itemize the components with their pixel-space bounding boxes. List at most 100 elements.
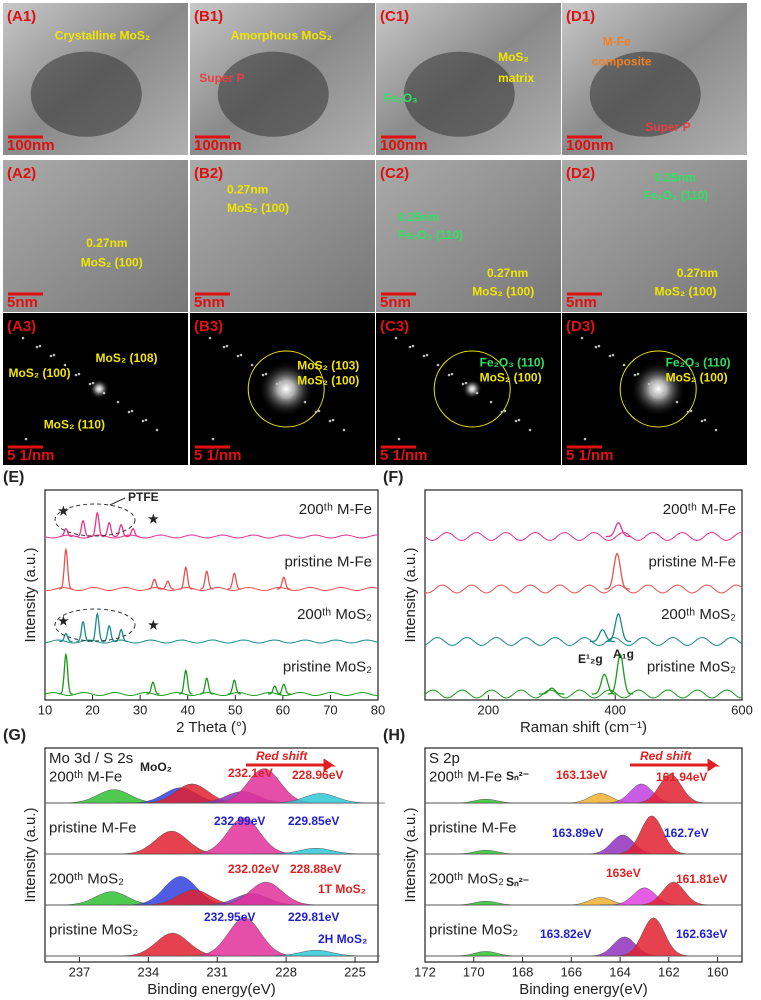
spot xyxy=(597,344,601,348)
spot xyxy=(397,437,401,441)
annotation: MoO₂ xyxy=(140,760,172,774)
peak xyxy=(256,793,385,804)
spot xyxy=(116,400,120,404)
x-tick-label: 200 xyxy=(478,702,500,717)
scale-label: 5 1/nm xyxy=(7,447,55,464)
panel-label: (E) xyxy=(3,469,24,486)
annotation: 0.27nm xyxy=(487,266,528,280)
annotation: Super P xyxy=(199,71,244,85)
annotation: matrix xyxy=(498,71,534,85)
spot xyxy=(88,382,92,386)
spot xyxy=(408,345,412,349)
panel-label: (G) xyxy=(3,727,26,744)
particle xyxy=(217,51,329,137)
particle xyxy=(589,51,701,137)
annotation: MoS₂ (100) xyxy=(81,256,143,270)
spot xyxy=(261,373,265,377)
peak xyxy=(251,950,381,957)
x-tick-label: 172 xyxy=(414,964,436,979)
peak xyxy=(147,578,162,590)
particle xyxy=(30,51,142,137)
annotation: 232.99eV xyxy=(214,814,265,828)
annotation: Amorphous MoS₂ xyxy=(231,29,332,43)
annotation: 163eV xyxy=(606,866,641,880)
micrograph xyxy=(376,160,561,312)
ring xyxy=(619,350,697,428)
annotation: 163.82eV xyxy=(540,927,591,941)
series-label: 200ᵗʰ M-Fe xyxy=(299,501,372,518)
spot xyxy=(489,400,493,404)
spot xyxy=(608,354,612,358)
peak xyxy=(161,580,175,590)
spot xyxy=(127,410,131,414)
panel-label: (D2) xyxy=(566,165,595,182)
peak xyxy=(102,521,116,538)
spot xyxy=(141,419,145,423)
x-tick-label: 10 xyxy=(38,702,52,717)
spot xyxy=(314,410,318,414)
ring xyxy=(247,350,325,428)
spot xyxy=(394,336,398,340)
baseline xyxy=(424,584,743,594)
spot xyxy=(303,400,307,404)
annotation: 1T MoS₂ xyxy=(318,882,366,896)
annotation: MoS₂ (100) xyxy=(655,284,717,298)
panel-label: (B3) xyxy=(194,318,223,335)
spot xyxy=(661,391,665,395)
spot xyxy=(714,428,718,432)
spot xyxy=(331,418,335,422)
spot xyxy=(594,345,598,349)
scale-label: 5 1/nm xyxy=(194,447,242,464)
peak xyxy=(200,570,214,590)
peak xyxy=(59,652,73,695)
spot xyxy=(500,410,504,414)
annotation: Sₙ²⁻ xyxy=(506,769,529,783)
peak xyxy=(626,774,715,804)
annotation: 162.63eV xyxy=(676,927,727,941)
spot xyxy=(289,391,293,395)
spot xyxy=(650,381,654,385)
plot-frame xyxy=(424,489,743,701)
scale-label: 5nm xyxy=(194,294,225,311)
peak xyxy=(607,653,633,695)
spot xyxy=(236,354,240,358)
micrograph xyxy=(562,160,747,312)
baseline xyxy=(424,531,742,542)
panel-label: (C2) xyxy=(380,165,409,182)
spot xyxy=(647,382,651,386)
spot xyxy=(250,363,254,367)
panel-label: (C1) xyxy=(380,8,409,25)
spot xyxy=(155,428,159,432)
scale-label: 100nm xyxy=(7,137,55,154)
peak xyxy=(59,632,73,643)
annotation: MoS₂ (100) xyxy=(297,374,359,388)
annotation: Fe₂O₃ (110) xyxy=(398,228,463,242)
spot xyxy=(517,418,521,422)
peak xyxy=(76,620,90,643)
series-label: 200ᵗʰ MoS₂ xyxy=(661,606,736,623)
series-label: pristine MoS₂ xyxy=(429,921,518,938)
spot xyxy=(144,418,148,422)
panel-label: (A3) xyxy=(7,318,36,335)
series-label: 200ᵗʰ MoS₂ xyxy=(49,870,124,887)
spot xyxy=(222,345,226,349)
x-tick-label: 70 xyxy=(323,702,337,717)
x-tick-label: 600 xyxy=(731,702,753,717)
peak xyxy=(539,687,565,695)
diffraction-center xyxy=(258,361,315,417)
panel-label: (B2) xyxy=(194,165,223,182)
annotation: Red shift xyxy=(640,749,692,763)
annotation: 229.81eV xyxy=(288,910,339,924)
micrograph xyxy=(3,160,188,312)
annotation: Fe₂O₃ (110) xyxy=(666,355,731,369)
panel-label: (D1) xyxy=(566,8,595,25)
annotation: MoS₂ (103) xyxy=(297,358,359,372)
ptfe-outline xyxy=(54,503,136,537)
annotation: MoS₂ (100) xyxy=(666,371,728,385)
scale-label: 5nm xyxy=(380,294,411,311)
peak xyxy=(59,547,73,590)
y-axis-label: Intensity (a.u.) xyxy=(402,807,419,902)
annotation: E¹₂g xyxy=(578,652,603,666)
annotation: 0.27nm xyxy=(227,183,268,197)
peak xyxy=(114,628,128,643)
